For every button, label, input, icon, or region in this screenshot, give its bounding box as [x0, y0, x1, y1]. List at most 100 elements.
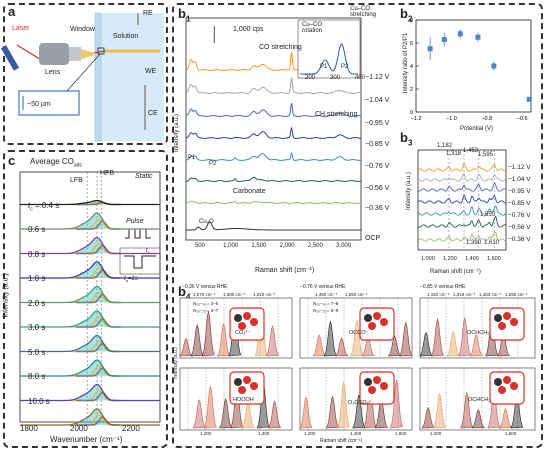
b4-molecule-label-4: O₂CCO₂²⁻ [348, 400, 374, 406]
b4-peak-left-0: 1,070 cm⁻¹ [193, 292, 216, 297]
panel-b2-label: b2 [400, 6, 413, 24]
b4-atom-2-0 [494, 314, 502, 322]
b3-series-0 [417, 162, 507, 172]
c-fill-2 [20, 237, 160, 254]
b4-atom-2-3 [498, 322, 506, 330]
b4-peak-4-5 [337, 382, 351, 429]
c-ta-label: ta=1s [124, 276, 138, 284]
c-fill-8 [20, 384, 160, 401]
c-series-2 [20, 236, 160, 255]
b4-peak-mid-1: 1,550 cm⁻¹ [345, 292, 368, 297]
b1-ch-label: CH stretching [315, 111, 358, 118]
b4-legend-l-0: N₂ₒ–₂ₒ = 3–5 [193, 301, 219, 306]
b4-atom-5-0 [494, 378, 502, 386]
b1-inset-p1: P1 [320, 64, 328, 70]
b1-inset-rot: Cu–CO rotation [302, 22, 323, 34]
c-title: Average COads [30, 157, 82, 169]
b3-curve-label-2: −0.95 V [508, 188, 531, 195]
b4-peak-3-2 [192, 399, 206, 429]
b4-molecule-label-2: OCHCH₂ [467, 330, 490, 336]
b2-point-3 [475, 34, 481, 40]
c-fill-5 [20, 311, 160, 327]
b4-peak-4-4 [299, 396, 313, 429]
c-xtick-1: 2000 [70, 424, 88, 433]
b4-peak-left-2: 1,610 cm⁻¹ [253, 292, 276, 297]
b4-peak-right-2: 1,453 cm⁻¹ [479, 292, 502, 297]
b1-xtick-4: 2,500 [307, 243, 323, 249]
b4-xtick-1: 1,300 [258, 431, 270, 436]
panel-c-label: c [8, 153, 16, 168]
b3-xtick-0: 1,000 [421, 256, 435, 262]
we-label: WE [145, 68, 157, 75]
b1-xlabel: Raman shift (cm⁻¹) [255, 267, 315, 274]
b4-atom-3-0 [234, 378, 242, 386]
b1-series-6 [185, 200, 362, 204]
b3-series-4 [417, 205, 507, 216]
b4-atom-4-2 [380, 382, 388, 390]
b2-point-0 [427, 46, 433, 52]
b4-xtick-0: 1,200 [200, 431, 212, 436]
b2-ytick-2: 4 [410, 64, 413, 70]
b4-peak-3-5 [204, 385, 217, 429]
b1-curve-label-3: −0.85 V [365, 141, 390, 148]
b1-co-label: CO stretching [259, 44, 302, 51]
b3-series-1 [417, 173, 507, 182]
c-series-7 [20, 359, 160, 377]
b1-p2-label: P2 [209, 161, 217, 167]
b3-curve-label-0: −1.12 V [508, 164, 531, 171]
b2-plot-area: 0 2 4 6 8 −1.2 −1.0 −0.8 −0.6 [410, 18, 532, 122]
b1-xtick-3: 2,000 [279, 243, 295, 249]
b4-xlabel: Raman shift (cm⁻¹) [320, 438, 363, 444]
c-series-9 [20, 408, 160, 426]
b1-ylabel: Intensity (a.u.) [174, 113, 181, 153]
b1-inset-curve [300, 43, 358, 75]
b1-inset-p2: P2 [341, 64, 349, 70]
b4-atom-4-3 [368, 386, 376, 394]
b4-atom-0-1 [243, 312, 251, 320]
b3-curve-label-1: −1.04 V [508, 176, 531, 183]
b1-series-4 [185, 151, 361, 161]
b2-point-4 [491, 63, 497, 69]
panel-b-frame [172, 3, 543, 448]
b4-peak-1-1 [350, 319, 364, 357]
b2-point-2 [457, 31, 463, 37]
b4-header-0: −0.36 V versus RHE [182, 284, 228, 290]
c-series-6 [20, 334, 160, 353]
c-lfb-label: LFB [70, 177, 83, 184]
b4-atom-0-2 [250, 318, 258, 326]
b4-molecule-label-5: OCHCH₃ [468, 397, 491, 403]
b1-series-7 [186, 221, 361, 231]
b2-point-1 [441, 37, 447, 43]
b4-peak-0-3 [190, 324, 204, 357]
b1-p1-label: P1 [188, 155, 196, 161]
c-fill-1 [20, 213, 160, 229]
laser-source [0, 45, 20, 71]
c-hfb-label: HFB [100, 170, 114, 177]
b1-curve-label-1: −1.04 V [365, 97, 390, 104]
c-fill-9 [20, 409, 160, 425]
b1-xtick-0: 500 [194, 243, 205, 249]
b1-curve-label-6: −0.36 V [365, 205, 390, 212]
c-fill-6 [20, 335, 160, 352]
setup-schematic [0, 12, 164, 142]
b4-atom-5-1 [503, 376, 511, 384]
b1-curve-label-0: −1.12 V [365, 74, 390, 81]
c-series-4 [20, 285, 160, 304]
b4-atom-5-3 [498, 386, 506, 394]
b3-curve-label-4: −0.76 V [508, 212, 531, 219]
b1-xtick-5: 3,000 [336, 243, 352, 249]
c-fill-7 [20, 360, 160, 376]
b4-peak-2-3 [458, 316, 472, 357]
b4-peak-5-3 [499, 408, 513, 429]
b3-series-5 [417, 215, 507, 228]
b4-peak-right-1: 1,318 cm⁻¹ [453, 292, 476, 297]
b3-peak-label-5: 1,550 [480, 212, 496, 218]
c-fill-3 [20, 262, 160, 278]
c-series-5 [20, 310, 160, 328]
b4-xtick-6: 1,600 [505, 431, 517, 436]
b4-peak-5-2 [460, 391, 474, 429]
b1-curve-label-7: OCP [365, 235, 381, 242]
b1-inset-str: Cu–CO stretching [350, 6, 377, 18]
scale-label: ~50 µm [27, 101, 51, 108]
b3-xtick-1: 1,200 [443, 256, 457, 262]
